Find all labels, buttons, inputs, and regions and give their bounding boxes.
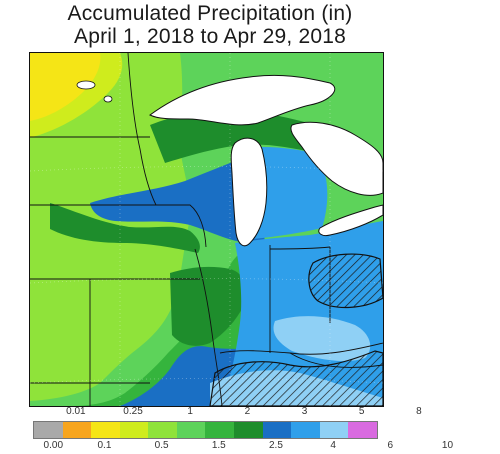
graticule	[30, 53, 383, 406]
legend-swatch	[234, 422, 263, 438]
legend-swatch	[62, 422, 92, 438]
lake-huron	[290, 121, 383, 196]
legend-swatch	[291, 422, 320, 438]
band-yellow-nw	[30, 53, 101, 121]
legend-bottom-label: 1.5	[211, 440, 226, 451]
legend-top-label: 8	[416, 406, 422, 417]
legend-swatch	[176, 422, 206, 438]
legend-top-label: 3	[301, 406, 308, 417]
legend: 0.01 0.25 1 2 3 5 8 0.00 0.1 0.5 1.5 2.5 4 6 10	[29, 405, 453, 454]
legend-swatch	[319, 422, 349, 438]
band-dark-blue-wi	[90, 153, 265, 244]
legend-swatch	[34, 422, 63, 438]
band-dark-green-north	[150, 110, 315, 163]
lake-michigan	[230, 137, 268, 247]
legend-bottom-label: 0.5	[154, 440, 169, 451]
legend-swatch	[348, 422, 377, 438]
legend-bottom-label: 0.00	[43, 440, 64, 451]
legend-top-label: 5	[358, 406, 365, 417]
legend-swatch	[262, 422, 292, 438]
legend-swatch	[148, 422, 177, 438]
legend-bottom-label: 0.1	[97, 440, 112, 451]
lake-mille-lacs	[103, 95, 113, 103]
legend-bottom-label: 4	[330, 440, 336, 451]
legend-bottom-label: 2.5	[269, 440, 283, 451]
legend-top-label: 0.01	[66, 406, 86, 417]
band-dark-green-ia	[50, 203, 200, 253]
lake-erie	[318, 204, 383, 236]
state-boundaries	[30, 53, 383, 406]
lake-superior	[149, 74, 336, 126]
legend-top-label: 0.25	[123, 406, 143, 417]
legend-swatch	[119, 422, 149, 438]
hatch-area-ohio	[308, 253, 383, 309]
legend-swatch	[205, 422, 235, 438]
legend-swatches	[33, 421, 378, 439]
map-canvas	[30, 53, 383, 406]
legend-bottom-label: 6	[387, 440, 394, 451]
legend-bottom-label: 10	[441, 440, 454, 451]
map-title-line1: Accumulated Precipitation (in)	[67, 2, 353, 25]
legend-top-label: 1	[187, 406, 193, 417]
band-light-blue-ky	[273, 316, 371, 362]
legend-swatch	[91, 422, 120, 438]
precipitation-map	[29, 52, 384, 407]
map-title-line2: April 1, 2018 to Apr 29, 2018	[74, 25, 346, 48]
legend-top-label: 2	[244, 406, 251, 417]
lake-red-lakes	[76, 80, 96, 90]
hatch-area-south	[209, 350, 383, 406]
